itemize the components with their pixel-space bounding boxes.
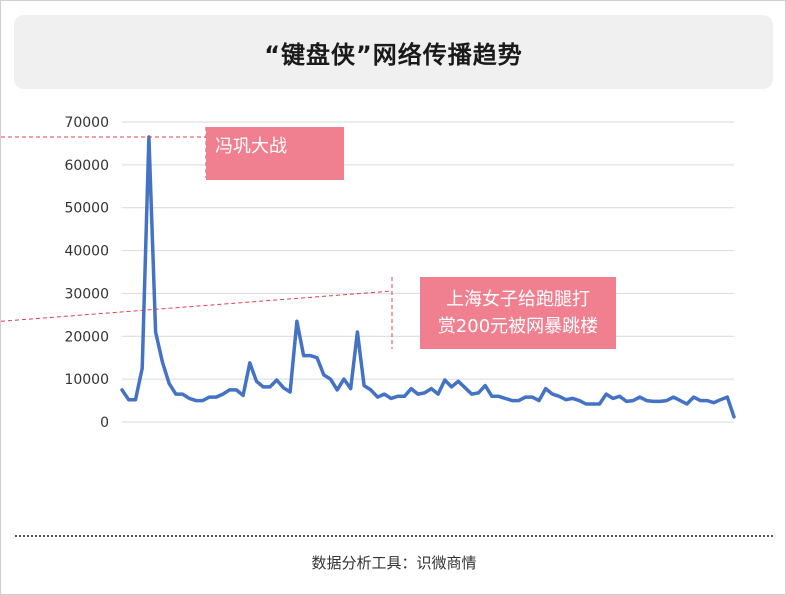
data-source-label: 数据分析工具：识微商情 [311,554,477,572]
series [120,135,736,419]
footer-divider [15,535,773,537]
annotation-leader-line [1,290,393,322]
y-tick-label: 40000 [64,244,109,260]
y-tick-label: 60000 [64,158,109,174]
series-line [120,135,736,419]
annotation-text: 上海女子给跑腿打 [446,289,590,310]
y-tick-label: 30000 [64,286,109,302]
annotation-box [420,277,616,349]
y-tick-label: 0 [100,415,109,431]
annotation-text: 冯巩大战 [215,136,287,157]
y-axis: 0 10000 20000 30000 40000 50000 60000 70000 [64,115,109,431]
y-tick-label: 70000 [64,115,109,131]
y-tick-label: 10000 [64,372,109,388]
y-tick-label: 50000 [64,201,109,217]
chart-title: “键盘侠”网络传播趋势 [264,40,523,69]
annotation-box [206,127,344,180]
y-tick-label: 20000 [64,329,109,345]
title-bar: “键盘侠”网络传播趋势 [14,15,773,89]
annotation-text: 赏200元被网暴跳楼 [438,316,598,337]
